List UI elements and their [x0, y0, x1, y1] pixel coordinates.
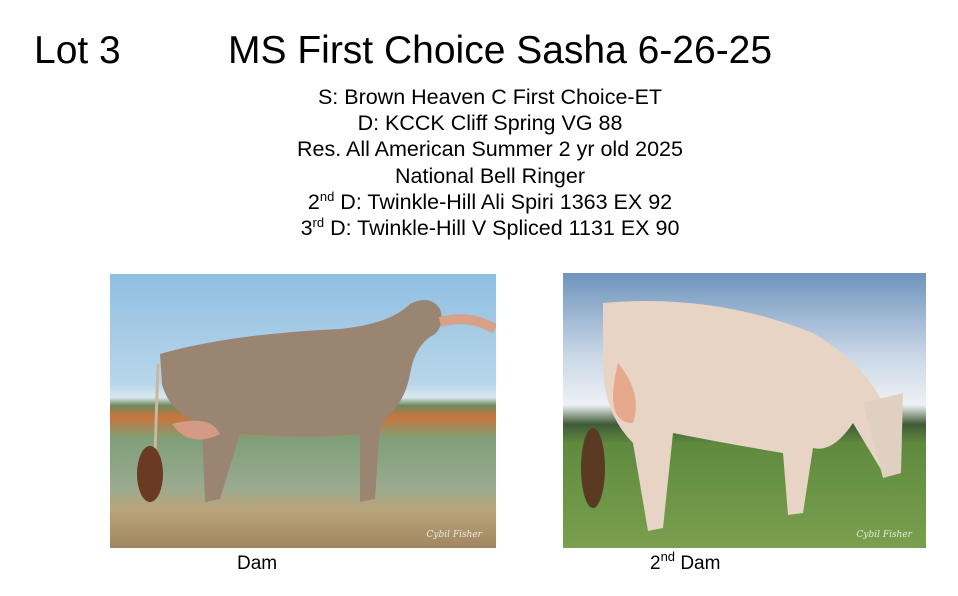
- photographer-watermark: Cybil Fisher: [426, 530, 482, 540]
- slide-title: MS First Choice Sasha 6-26-25: [228, 29, 773, 72]
- dam-caption: Dam: [237, 553, 278, 574]
- second-dam-text: D: Twinkle-Hill Ali Spiri 1363 EX 92: [334, 189, 673, 214]
- lot-number: Lot 3: [34, 29, 121, 72]
- award-line: Res. All American Summer 2 yr old 2025: [297, 137, 683, 162]
- dam-line: D: KCCK Cliff Spring VG 88: [357, 111, 623, 136]
- sire-line: S: Brown Heaven C First Choice-ET: [317, 85, 663, 109]
- caption-text: Dam: [675, 553, 721, 574]
- second-dam-photo: Cybil Fisher: [563, 273, 926, 548]
- second-dam-caption: 2nd Dam: [650, 549, 721, 576]
- ordinal-suffix: rd: [312, 215, 325, 231]
- ordinal: 2: [307, 189, 320, 214]
- cow-image: [581, 301, 903, 531]
- ordinal: 2: [650, 553, 661, 574]
- ordinal-suffix: nd: [660, 549, 676, 564]
- honor-line: National Bell Ringer: [394, 163, 585, 188]
- second-dam-line: 2nd D: Twinkle-Hill Ali Spiri 1363 EX 92: [190, 189, 790, 215]
- dam-photo: Cybil Fisher: [110, 274, 496, 548]
- third-dam-text: D: Twinkle-Hill V Spliced 1131 EX 90: [324, 216, 680, 241]
- ordinal-suffix: nd: [319, 188, 335, 204]
- ordinal: 3: [300, 216, 313, 241]
- third-dam-line: 3rd D: Twinkle-Hill V Spliced 1131 EX 90: [190, 215, 790, 241]
- photographer-watermark: Cybil Fisher: [856, 530, 912, 540]
- cow-image: [137, 300, 496, 502]
- pedigree-block: S: Brown Heaven C First Choice-ET D: KCC…: [190, 84, 790, 241]
